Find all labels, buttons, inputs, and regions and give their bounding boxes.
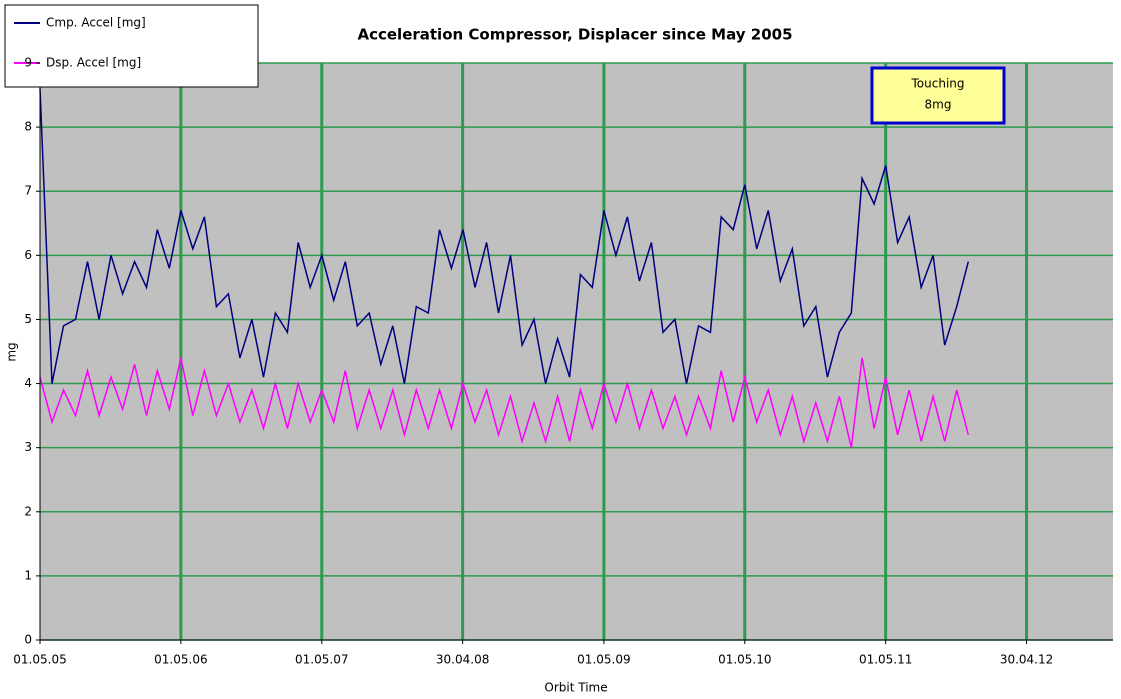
y-tick-label: 3 (24, 440, 32, 454)
series-line (39, 88, 970, 384)
annotation-text: 8mg (925, 98, 952, 112)
x-tick-label: 01.05.07 (295, 653, 348, 667)
y-tick-label: 0 (24, 633, 32, 647)
series-line (39, 357, 970, 448)
x-tick-label: 01.05.11 (859, 653, 912, 667)
y-tick-label: 2 (24, 504, 32, 518)
x-tick-label: 01.05.09 (577, 653, 630, 667)
legend: Cmp. Accel [mg] Dsp. Accel [mg] (4, 4, 259, 88)
legend-box (4, 4, 259, 88)
y-tick-label: 6 (24, 248, 32, 262)
x-tick-label: 01.05.06 (154, 653, 207, 667)
x-tick-label: 30.04.12 (1000, 653, 1053, 667)
x-tick-label: 30.04.08 (436, 653, 489, 667)
chart-title: Acceleration Compressor, Displacer since… (357, 26, 792, 44)
x-tick-label: 01.05.10 (718, 653, 771, 667)
annotation: Touching 8mg (870, 66, 1006, 125)
x-axis-label: Orbit Time (544, 681, 607, 695)
plot-area (40, 63, 1113, 640)
annotation-text: Touching (911, 77, 965, 91)
y-axis-label: mg (5, 342, 19, 361)
grid (40, 62, 1113, 641)
y-tick-label: 9 (24, 56, 32, 70)
y-tick-label: 1 (24, 568, 32, 582)
lines (39, 88, 970, 448)
annotation-box (870, 66, 1006, 125)
legend-label: Cmp. Accel [mg] (46, 16, 146, 30)
y-tick-label: 8 (24, 120, 32, 134)
y-tick-label: 5 (24, 312, 32, 326)
y-tick-label: 4 (24, 376, 32, 390)
legend-label: Dsp. Accel [mg] (46, 56, 141, 70)
x-tick-label: 01.05.05 (13, 653, 66, 667)
y-tick-label: 7 (24, 184, 32, 198)
